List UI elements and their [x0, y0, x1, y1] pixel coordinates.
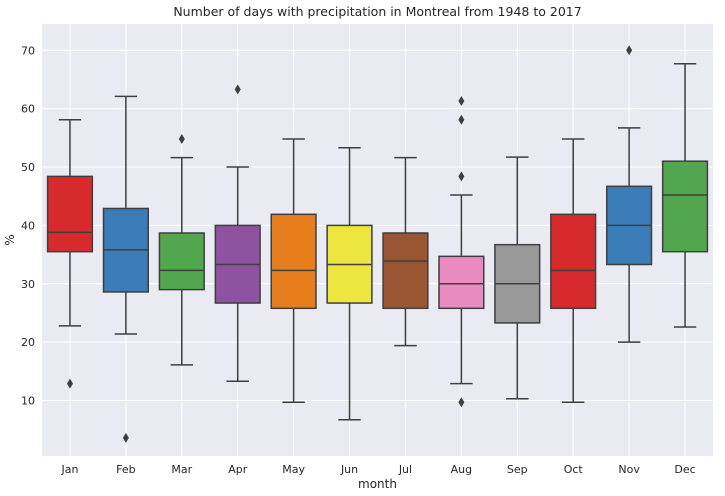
x-tick-label: Feb [116, 463, 135, 476]
y-tick-label: 10 [21, 395, 35, 408]
box-group-jun [326, 147, 373, 421]
outlier-point [458, 397, 465, 408]
box [550, 213, 597, 310]
box [438, 255, 485, 310]
x-tick-label: Jun [340, 463, 358, 476]
box-group-jul [382, 156, 429, 347]
x-tick-label: Jan [60, 463, 78, 476]
box-group-oct [550, 138, 597, 404]
x-tick-label: Dec [674, 463, 695, 476]
x-tick-label: Jul [398, 463, 412, 476]
outlier-point [66, 378, 73, 389]
y-tick-label: 20 [21, 336, 35, 349]
box-group-aug [438, 96, 485, 408]
outlier-point [458, 114, 465, 125]
outlier-point [122, 432, 129, 443]
tick-labels: 10 20 30 40 50 60 70 Jan Feb Mar Apr May Jun Jul Aug Se… [21, 44, 696, 476]
outlier-point [626, 45, 633, 56]
box-group-feb [102, 95, 149, 443]
box-group-nov [606, 45, 653, 343]
outlier-point [178, 134, 185, 145]
x-axis-label: month [358, 477, 397, 491]
outlier-point [458, 171, 465, 182]
y-tick-label: 50 [21, 161, 35, 174]
plot-background [42, 24, 713, 456]
box-group-may [270, 138, 317, 404]
box [270, 213, 317, 310]
y-tick-label: 60 [21, 103, 35, 116]
box [382, 232, 429, 310]
box-group-sep [494, 156, 541, 400]
x-tick-label: Oct [564, 463, 584, 476]
x-tick-label: Aug [451, 463, 472, 476]
x-tick-label: Mar [171, 463, 192, 476]
y-tick-label: 30 [21, 278, 35, 291]
box [46, 175, 94, 253]
x-tick-label: May [282, 463, 305, 476]
box-group-dec [661, 62, 709, 328]
box-group-jan [46, 118, 94, 389]
y-axis-label: % [3, 234, 17, 245]
y-tick-label: 40 [21, 219, 35, 232]
box-group-mar [158, 134, 205, 366]
box [158, 232, 205, 291]
x-tick-label: Nov [618, 463, 640, 476]
chart-title: Number of days with precipitation in Mon… [173, 4, 581, 19]
y-tick-label: 70 [21, 44, 35, 57]
x-tick-label: Apr [228, 463, 248, 476]
outlier-point [458, 96, 465, 107]
box [661, 160, 709, 253]
x-tick-label: Sep [507, 463, 528, 476]
outlier-point [234, 84, 241, 95]
boxes [46, 45, 709, 443]
box-group-apr [214, 84, 261, 383]
